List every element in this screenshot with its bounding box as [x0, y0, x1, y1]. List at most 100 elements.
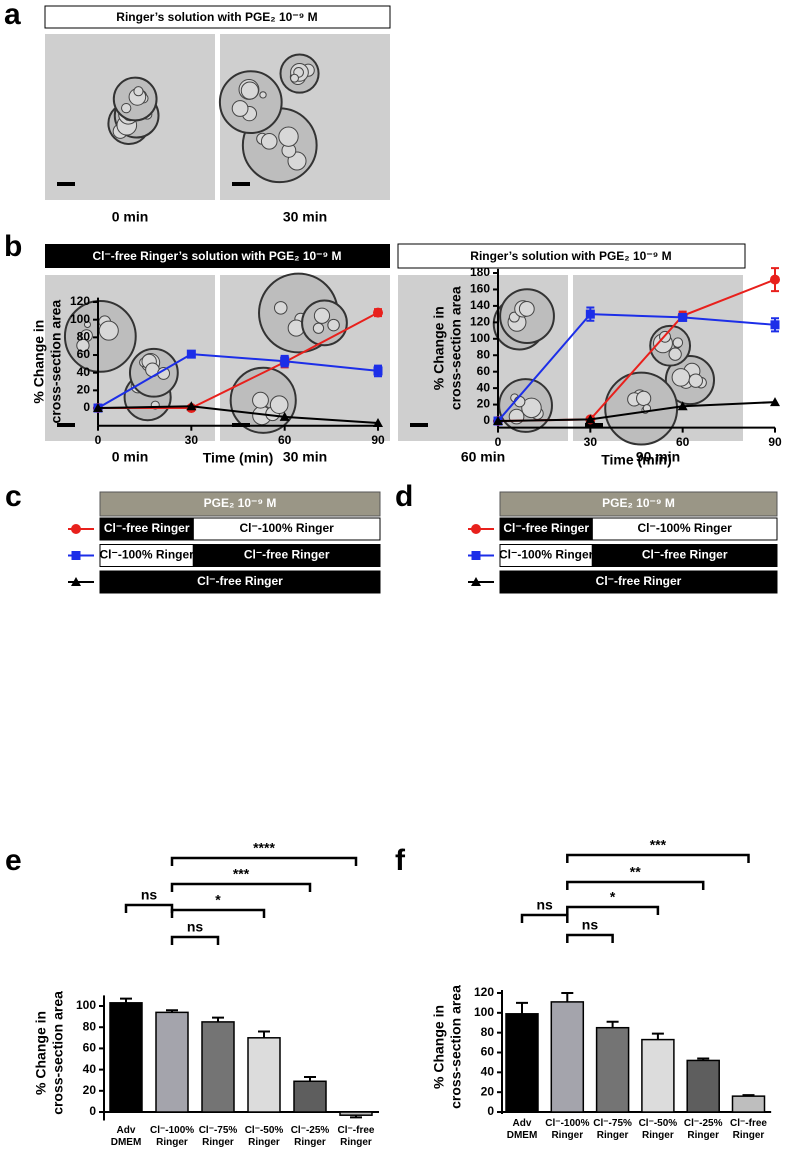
vesicle — [83, 321, 91, 329]
banner — [397, 243, 746, 269]
significance-label: ns — [582, 917, 599, 933]
x-tick-label: Adv DMEM — [506, 1118, 538, 1141]
protocol-label: Cl⁻-free Ringer — [642, 548, 728, 562]
vesicle — [521, 397, 542, 419]
banner — [99, 491, 381, 517]
banner-text: Ringer’s solution with PGE₂ 10⁻⁹ M — [470, 249, 671, 263]
significance-label: ns — [536, 897, 553, 913]
series-line — [97, 353, 379, 409]
x-tick-label: 90 — [768, 435, 782, 449]
significance-label: **** — [253, 840, 275, 856]
x-tick-label: Cl⁻-100% Ringer — [545, 1118, 590, 1141]
panel-letter: e — [5, 844, 22, 877]
x-tick-label: Cl⁻-75% Ringer — [593, 1118, 632, 1141]
y-tick-label: 20 — [77, 383, 91, 397]
y-axis-label: % Change in — [33, 1011, 49, 1095]
y-axis-label: % Change in — [431, 1005, 447, 1089]
scale-bar — [232, 182, 250, 186]
data-point — [373, 366, 383, 376]
error-bar — [516, 1001, 528, 1014]
legend-marker — [471, 524, 481, 534]
significance-bracket — [170, 935, 220, 945]
panel-letter: f — [395, 844, 406, 877]
protocol-label: Cl⁻-100% Ringer — [499, 548, 594, 562]
bar — [505, 1013, 539, 1113]
y-tick-label: 140 — [470, 298, 490, 312]
vesicle — [671, 368, 691, 387]
panel-letter: d — [395, 480, 413, 513]
protocol-phase — [591, 544, 778, 567]
series-line — [97, 405, 379, 425]
significance-label: * — [610, 889, 616, 905]
significance-label: ns — [187, 919, 204, 935]
y-axis-label: % Change in — [431, 306, 447, 390]
y-tick-label: 20 — [477, 397, 491, 411]
banner-text: Cl⁻-free Ringer’s solution with PGE₂ 10⁻… — [92, 249, 341, 263]
bar — [550, 1001, 585, 1113]
legend-marker — [71, 551, 81, 560]
y-tick-label: 0 — [487, 1104, 494, 1118]
bar — [247, 1037, 281, 1113]
y-tick-label: 100 — [76, 998, 96, 1012]
x-tick-label: 30 — [584, 435, 598, 449]
significance-bracket — [566, 905, 660, 915]
y-tick-label: 60 — [481, 1045, 495, 1059]
y-tick-label: 40 — [481, 1065, 495, 1079]
vesicle — [518, 300, 535, 317]
scale-bar — [410, 423, 428, 427]
data-point — [493, 416, 503, 426]
y-tick-label: 120 — [474, 985, 494, 999]
scale-bar — [57, 182, 75, 186]
significance-bracket — [566, 880, 705, 890]
significance-bracket — [170, 856, 358, 866]
significance-bracket — [124, 903, 174, 913]
data-point — [93, 403, 103, 413]
x-tick-label: 0 — [95, 433, 102, 447]
y-tick-label: 40 — [477, 380, 491, 394]
x-tick-label: Cl⁻-100% Ringer — [150, 1124, 195, 1148]
panel-letter: a — [4, 0, 21, 31]
bar — [686, 1059, 720, 1113]
vesicle — [668, 347, 682, 361]
vesicle — [672, 337, 684, 348]
vesicle — [312, 322, 325, 334]
y-tick-label: 60 — [477, 364, 491, 378]
y-tick-label: 60 — [77, 347, 91, 361]
x-tick-label: 60 — [278, 433, 292, 447]
x-tick-label: 30 — [185, 433, 199, 447]
bar — [641, 1038, 675, 1113]
banner — [499, 491, 778, 517]
significance-bracket — [520, 913, 569, 923]
y-tick-label: 80 — [481, 1025, 495, 1039]
significance-label: * — [215, 892, 221, 908]
scale-bar — [57, 423, 75, 427]
y-axis-label: cross-section area — [448, 286, 464, 410]
protocol-label: Cl⁻-free Ringer — [104, 521, 190, 535]
data-point — [279, 411, 290, 421]
y-axis-label: cross-section area — [448, 985, 464, 1109]
banner — [45, 244, 390, 268]
x-tick-label: Cl⁻-25% Ringer — [290, 1124, 330, 1148]
protocol-label: Cl⁻-free Ringer — [197, 574, 283, 588]
x-tick-label: Cl⁻-50% Ringer — [638, 1118, 678, 1141]
y-tick-label: 20 — [481, 1084, 495, 1098]
vesicle — [259, 91, 267, 99]
bar — [595, 1026, 630, 1113]
data-point — [280, 356, 290, 366]
data-point — [585, 309, 595, 319]
bar — [293, 1080, 327, 1113]
banner — [44, 5, 391, 29]
y-tick-label: 100 — [470, 331, 490, 345]
time-caption: 60 min — [461, 449, 505, 465]
protocol-label: Cl⁻-free Ringer — [596, 574, 682, 588]
time-caption: 90 min — [636, 449, 680, 465]
y-tick-label: 0 — [89, 1104, 96, 1118]
vesicle — [269, 395, 289, 415]
legend-marker — [471, 551, 481, 560]
protocol-label: Cl⁻-100% Ringer — [637, 521, 732, 535]
protocol-phase — [192, 544, 381, 567]
time-caption: 30 min — [283, 209, 327, 225]
y-tick-label: 180 — [470, 265, 490, 279]
protocol-phase — [99, 570, 381, 594]
